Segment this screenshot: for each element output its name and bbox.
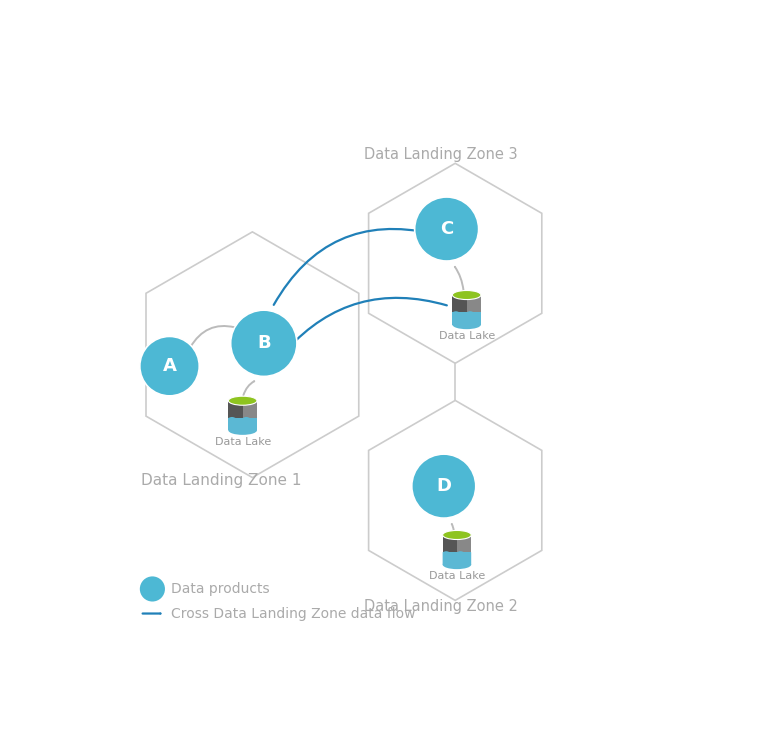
Bar [457, 535, 471, 565]
Ellipse shape [229, 396, 257, 405]
Ellipse shape [452, 291, 481, 300]
Circle shape [415, 197, 479, 261]
Text: C: C [440, 220, 453, 238]
Bar [452, 295, 467, 325]
Ellipse shape [442, 560, 471, 569]
Text: A: A [163, 357, 176, 375]
Text: B: B [257, 335, 271, 352]
Ellipse shape [442, 531, 471, 539]
FancyArrowPatch shape [190, 326, 235, 347]
Bar [452, 312, 481, 325]
Text: Data Lake: Data Lake [214, 437, 271, 447]
Bar [467, 295, 481, 325]
Circle shape [412, 454, 476, 518]
Circle shape [140, 336, 199, 395]
Text: Data Lake: Data Lake [439, 331, 495, 341]
Text: D: D [436, 477, 451, 495]
Ellipse shape [229, 426, 257, 435]
Ellipse shape [452, 320, 481, 329]
Text: Data products: Data products [171, 582, 270, 596]
Bar [229, 418, 257, 430]
Polygon shape [442, 551, 471, 565]
Circle shape [231, 310, 297, 376]
Text: Data Landing Zone 2: Data Landing Zone 2 [364, 599, 518, 614]
Text: Cross Data Landing Zone data flow: Cross Data Landing Zone data flow [171, 606, 416, 620]
Polygon shape [229, 417, 257, 430]
FancyArrowPatch shape [243, 381, 254, 395]
Bar [229, 401, 242, 430]
Text: Data Landing Zone 3: Data Landing Zone 3 [364, 147, 518, 162]
Bar [442, 552, 471, 565]
FancyArrowPatch shape [451, 524, 454, 531]
FancyArrowPatch shape [287, 298, 447, 349]
Text: Data Lake: Data Lake [429, 571, 485, 581]
Polygon shape [452, 311, 481, 325]
Circle shape [140, 577, 165, 602]
Bar [242, 401, 257, 430]
Text: Data Landing Zone 1: Data Landing Zone 1 [141, 473, 302, 488]
Bar [442, 535, 457, 565]
FancyArrowPatch shape [455, 267, 464, 291]
FancyArrowPatch shape [274, 229, 432, 305]
